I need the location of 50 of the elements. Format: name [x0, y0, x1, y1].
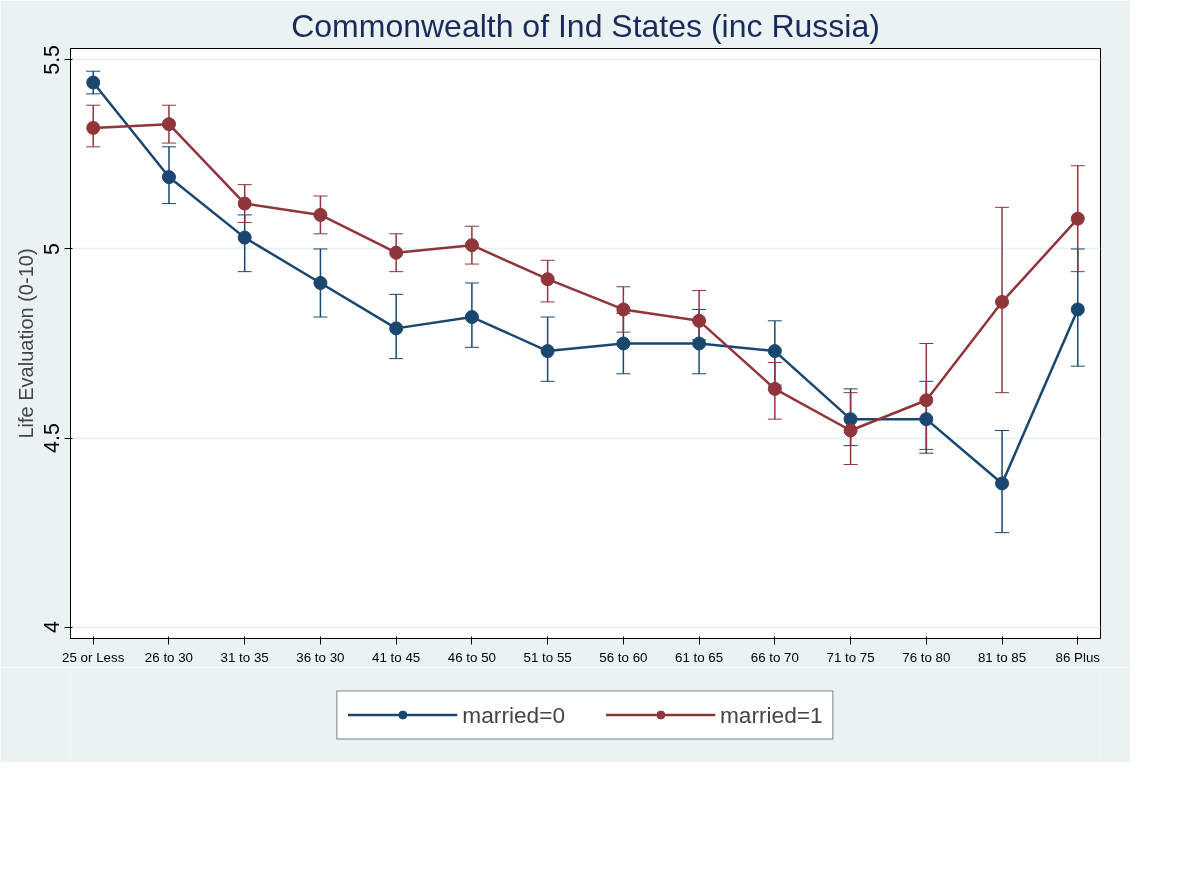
point	[919, 393, 934, 408]
point	[540, 272, 555, 287]
x-tick-label: 86 Plus	[1055, 649, 1101, 665]
x-tick-label: 66 to 70	[750, 649, 799, 665]
x-tick-label: 81 to 85	[977, 649, 1027, 665]
point	[919, 412, 934, 427]
point	[389, 321, 404, 336]
point	[86, 75, 101, 90]
y-tick-label: 5.5	[40, 45, 65, 75]
x-tick-label: 25 or Less	[62, 649, 125, 665]
y-tick-label: 4	[40, 621, 65, 634]
x-tick-label: 26 to 30	[144, 649, 194, 665]
point	[464, 310, 479, 325]
y-tick-label: 5	[40, 243, 65, 255]
point	[540, 344, 555, 359]
x-tick-label: 56 to 60	[599, 649, 648, 665]
y-tick-label: 4.5	[40, 423, 65, 453]
x-tick-label: 46 to 50	[447, 649, 496, 665]
x-tick-label: 76 to 80	[902, 649, 951, 665]
point	[161, 170, 176, 185]
point	[843, 423, 858, 438]
x-tick-label: 41 to 45	[372, 649, 421, 665]
y-axis-title: Life Evaluation (0-10)	[14, 248, 37, 439]
legend-label: married=1	[720, 701, 823, 728]
x-tick-label: 71 to 75	[826, 649, 875, 665]
point	[86, 120, 101, 135]
point	[767, 381, 782, 396]
point	[843, 412, 858, 427]
point	[995, 294, 1010, 309]
legend-label: married=0	[462, 701, 565, 728]
point	[616, 336, 631, 351]
point	[313, 276, 328, 290]
x-tick-label: 51 to 55	[523, 649, 572, 665]
point	[161, 117, 176, 132]
x-tick-label: 36 to 30	[296, 649, 345, 665]
point	[692, 336, 707, 351]
point	[616, 302, 631, 317]
point	[389, 245, 404, 260]
x-tick-label: 31 to 35	[220, 649, 269, 665]
x-tick-label: 61 to 65	[675, 649, 724, 665]
point	[464, 238, 479, 253]
point	[995, 476, 1010, 491]
point	[692, 313, 707, 328]
point	[1070, 302, 1085, 317]
point	[313, 207, 328, 222]
point	[767, 344, 782, 359]
chart-title: Commonwealth of Ind States (inc Russia)	[291, 7, 880, 44]
point	[237, 196, 252, 211]
point	[1070, 211, 1085, 226]
point	[237, 230, 252, 245]
